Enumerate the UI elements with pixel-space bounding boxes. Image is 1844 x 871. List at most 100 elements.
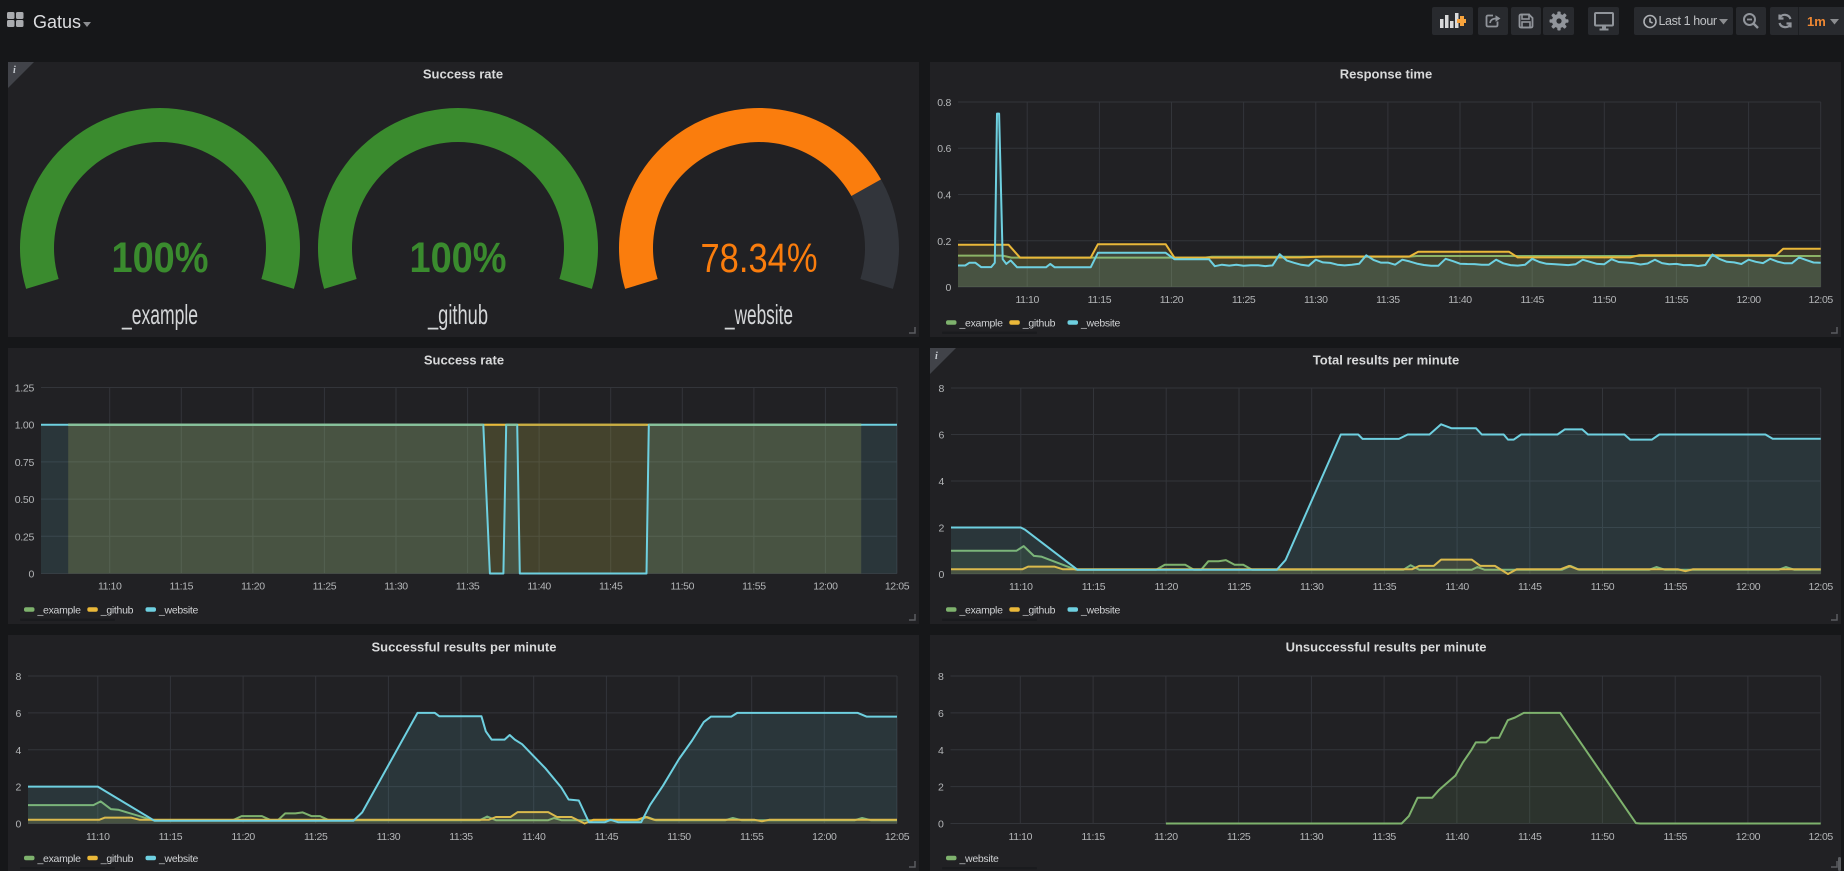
svg-text:11:15: 11:15 xyxy=(170,581,194,593)
svg-text:78.34%: 78.34% xyxy=(701,235,818,281)
svg-text:_example: _example xyxy=(959,605,1004,617)
svg-text:0.4: 0.4 xyxy=(937,190,951,202)
svg-text:_example: _example xyxy=(121,299,198,330)
svg-text:11:10: 11:10 xyxy=(1009,831,1033,843)
svg-text:12:05: 12:05 xyxy=(1809,831,1834,843)
svg-text:11:15: 11:15 xyxy=(159,831,183,843)
svg-text:11:50: 11:50 xyxy=(1591,581,1615,593)
svg-text:11:55: 11:55 xyxy=(1664,581,1688,593)
svg-text:11:45: 11:45 xyxy=(1518,581,1542,593)
svg-text:11:15: 11:15 xyxy=(1081,831,1105,843)
svg-text:0.25: 0.25 xyxy=(15,531,35,543)
svg-text:2: 2 xyxy=(15,782,21,794)
svg-text:8: 8 xyxy=(938,671,944,683)
svg-text:11:45: 11:45 xyxy=(595,831,619,843)
svg-text:11:35: 11:35 xyxy=(1373,581,1397,593)
svg-text:_website: _website xyxy=(158,605,199,617)
svg-text:1.00: 1.00 xyxy=(15,420,35,432)
svg-text:_example: _example xyxy=(37,853,82,865)
svg-text:11:30: 11:30 xyxy=(1304,294,1328,306)
svg-text:11:10: 11:10 xyxy=(1009,581,1033,593)
svg-text:Success rate: Success rate xyxy=(424,353,504,368)
svg-text:12:00: 12:00 xyxy=(1736,831,1761,843)
svg-text:0.75: 0.75 xyxy=(15,457,35,469)
svg-text:11:35: 11:35 xyxy=(456,581,480,593)
svg-text:_website: _website xyxy=(1080,605,1121,617)
svg-text:11:55: 11:55 xyxy=(742,581,766,593)
svg-text:_website: _website xyxy=(1080,318,1121,330)
svg-text:0.2: 0.2 xyxy=(937,236,951,248)
svg-text:8: 8 xyxy=(938,383,944,395)
svg-text:11:35: 11:35 xyxy=(1372,831,1396,843)
svg-text:11:40: 11:40 xyxy=(522,831,546,843)
svg-text:11:20: 11:20 xyxy=(1154,581,1178,593)
svg-text:11:15: 11:15 xyxy=(1082,581,1106,593)
svg-text:0: 0 xyxy=(938,819,944,831)
svg-text:2: 2 xyxy=(938,782,944,794)
svg-text:11:10: 11:10 xyxy=(98,581,122,593)
svg-text:12:05: 12:05 xyxy=(885,831,910,843)
svg-text:0.8: 0.8 xyxy=(937,97,951,109)
svg-text:11:35: 11:35 xyxy=(1376,294,1400,306)
svg-text:11:50: 11:50 xyxy=(1591,831,1615,843)
svg-text:11:25: 11:25 xyxy=(1232,294,1256,306)
svg-text:_github: _github xyxy=(100,853,134,865)
svg-text:11:25: 11:25 xyxy=(1227,831,1251,843)
svg-text:11:50: 11:50 xyxy=(667,831,691,843)
svg-text:11:15: 11:15 xyxy=(1088,294,1112,306)
svg-text:11:55: 11:55 xyxy=(1665,294,1689,306)
svg-text:11:20: 11:20 xyxy=(1160,294,1184,306)
svg-text:_github: _github xyxy=(100,605,134,617)
svg-text:Success rate: Success rate xyxy=(423,67,503,82)
svg-text:_github: _github xyxy=(427,299,488,330)
svg-text:Response time: Response time xyxy=(1340,67,1432,82)
svg-text:12:00: 12:00 xyxy=(1736,581,1761,593)
svg-text:11:30: 11:30 xyxy=(1300,581,1324,593)
svg-text:12:05: 12:05 xyxy=(1809,581,1834,593)
svg-text:11:10: 11:10 xyxy=(86,831,110,843)
svg-text:0: 0 xyxy=(945,282,951,294)
svg-text:_website: _website xyxy=(158,853,199,865)
svg-text:_github: _github xyxy=(1022,318,1056,330)
svg-text:Unsuccessful results per minut: Unsuccessful results per minute xyxy=(1286,640,1487,655)
svg-text:11:40: 11:40 xyxy=(1445,581,1469,593)
svg-text:11:20: 11:20 xyxy=(1154,831,1178,843)
svg-text:11:50: 11:50 xyxy=(671,581,695,593)
svg-text:Successful results per minute: Successful results per minute xyxy=(372,640,557,655)
svg-text:1.25: 1.25 xyxy=(15,383,35,395)
svg-text:11:30: 11:30 xyxy=(377,831,401,843)
svg-text:_github: _github xyxy=(1022,605,1056,617)
svg-text:11:40: 11:40 xyxy=(527,581,551,593)
svg-text:11:45: 11:45 xyxy=(1518,831,1542,843)
svg-text:11:25: 11:25 xyxy=(313,581,337,593)
svg-text:11:25: 11:25 xyxy=(304,831,328,843)
svg-text:4: 4 xyxy=(938,476,944,488)
svg-text:2: 2 xyxy=(938,523,944,535)
svg-text:12:00: 12:00 xyxy=(812,831,837,843)
svg-text:11:50: 11:50 xyxy=(1593,294,1617,306)
svg-text:100%: 100% xyxy=(112,235,209,282)
svg-text:6: 6 xyxy=(938,708,944,720)
svg-text:100%: 100% xyxy=(410,235,507,282)
svg-text:11:55: 11:55 xyxy=(740,831,764,843)
svg-text:_website: _website xyxy=(724,299,793,330)
svg-text:11:25: 11:25 xyxy=(1227,581,1251,593)
svg-text:4: 4 xyxy=(15,745,21,757)
svg-text:11:20: 11:20 xyxy=(231,831,255,843)
svg-text:0.6: 0.6 xyxy=(937,143,951,155)
svg-text:_example: _example xyxy=(959,318,1004,330)
svg-text:11:35: 11:35 xyxy=(449,831,473,843)
svg-text:i: i xyxy=(935,351,938,362)
svg-text:11:40: 11:40 xyxy=(1445,831,1469,843)
svg-text:Total results per minute: Total results per minute xyxy=(1313,353,1459,368)
svg-text:11:30: 11:30 xyxy=(1300,831,1324,843)
svg-text:11:45: 11:45 xyxy=(599,581,623,593)
svg-text:0: 0 xyxy=(28,569,34,581)
svg-text:_example: _example xyxy=(37,605,82,617)
svg-text:i: i xyxy=(13,65,16,76)
svg-text:4: 4 xyxy=(938,745,944,757)
svg-text:12:05: 12:05 xyxy=(1809,294,1834,306)
svg-text:6: 6 xyxy=(938,430,944,442)
svg-text:12:00: 12:00 xyxy=(813,581,838,593)
svg-text:12:00: 12:00 xyxy=(1736,294,1761,306)
